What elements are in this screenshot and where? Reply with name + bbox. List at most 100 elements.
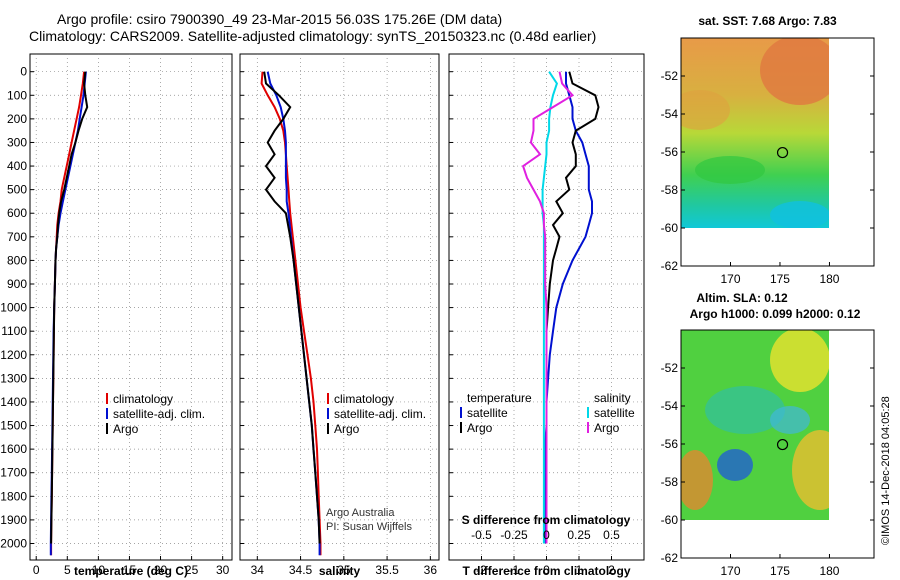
x-axis-label: temperature (deg C) [74,564,188,578]
x-tick-label: 1 [576,563,583,577]
y-tick-label: 800 [7,253,27,267]
page-subtitle: Climatology: CARS2009. Satellite-adjuste… [29,28,597,44]
map-title: sat. SST: 7.68 Argo: 7.83 [698,14,837,28]
argo-float-marker [776,438,789,451]
map-y-tick-label: -52 [661,361,679,375]
map-y-tick-label: -54 [661,107,679,121]
map-y-tick-label: -56 [661,145,679,159]
y-tick-label: 400 [7,159,27,173]
map-x-tick-label: 170 [720,272,740,286]
legend-label: Argo [113,422,139,436]
y-tick-label: 900 [7,277,27,291]
y-tick-label: 1200 [0,348,27,362]
legend-title-temperature: temperature [467,391,532,405]
y-tick-label: 700 [7,230,27,244]
y-tick-label: 1900 [0,513,27,527]
x2-tick-label: 0.25 [567,528,591,542]
map-x-tick-label: 180 [819,564,839,578]
map-y-tick-label: -62 [661,551,679,565]
y-tick-label: 1600 [0,442,27,456]
x-tick-label: 20 [154,563,168,577]
sla-high-patch [770,330,829,392]
y-tick-label: 1700 [0,466,27,480]
map-y-tick-label: -56 [661,437,679,451]
series-line-argo [263,71,321,544]
x-tick-label: 34 [251,563,265,577]
y-tick-label: 2000 [0,536,27,550]
profile-panel-difference-from-climatology: -2 -1 0 1 2T difference from climatology [448,53,645,578]
x2-tick-label: -0.5 [471,528,492,542]
x2-tick-label: 0 [543,528,550,542]
legend-label: climatology [113,392,173,406]
series-line-s-argo [521,71,575,544]
y-tick-label: 1000 [0,301,27,315]
x-tick-label: 35 [337,563,351,577]
map-y-tick-label: -60 [661,221,679,235]
x-tick-label: 10 [92,563,106,577]
x-tick-label: 30 [216,563,230,577]
map-x-tick-label: 175 [770,272,790,286]
legend-label: satellite-adj. clim. [334,407,426,421]
legend-label: climatology [334,392,394,406]
y-tick-label: 1100 [1,324,27,338]
x-tick-label: 34.5 [289,563,313,577]
x-tick-label: 0 [543,563,550,577]
y-tick-label: 200 [7,112,27,126]
sst-cold-patch [770,201,829,228]
legend-label: Argo [594,421,620,435]
panel-frame [239,53,440,561]
x-tick-label: 35.5 [375,563,399,577]
y-tick-label: 1800 [0,489,27,503]
argo-float-marker [776,146,789,159]
x-tick-label: 0 [33,563,40,577]
series-line-climatology [260,71,322,556]
y-tick-label: 600 [7,206,27,220]
x2-tick-label: 0.5 [603,528,620,542]
x-tick-label: 36 [424,563,438,577]
map-x-tick-label: 170 [720,564,740,578]
sla-low-patch [717,449,753,481]
profile-panel-salinity: 34 34.5 35 35.5 36 salinity [239,53,440,578]
x-tick-label: 25 [185,563,199,577]
legend-label: satellite [594,406,635,420]
series-line-s-satellite [541,71,559,544]
legend-label: Argo [334,422,360,436]
x-tick-label: 15 [123,563,137,577]
sla-low-patch [705,386,785,434]
map-x-tick-label: 180 [819,272,839,286]
map-y-tick-label: -54 [661,399,679,413]
legend-label: Argo [467,421,493,435]
series-line-argo [50,71,89,544]
sla-high-patch [792,430,829,510]
map-y-tick-label: -60 [661,513,679,527]
sst-warm-patch [681,90,730,130]
profile-panel-temperature: 0100200300400500600700800900100011001200… [0,53,233,578]
x-tick-label: -1 [509,563,520,577]
map-subtitle: Argo h1000: 0.099 h2000: 0.12 [690,307,861,321]
map-y-tick-label: -62 [661,259,679,273]
map-title: Altim. SLA: 0.12 [696,291,788,305]
map-y-tick-label: -52 [661,69,679,83]
sla-high-patch [681,450,713,510]
map-y-tick-label: -58 [661,475,679,489]
sla-low-patch [770,406,810,434]
y-tick-label: 1400 [0,395,27,409]
x2-tick-label: -0.25 [500,528,528,542]
y-tick-label: 300 [7,135,27,149]
x-tick-label: 2 [608,563,615,577]
sst-warm-patch [760,38,829,105]
x-tick-label: 5 [64,563,71,577]
pi-annotation: PI: Susan Wijffels [326,521,412,533]
sst-green-patch [695,156,765,184]
legend-label: satellite [467,406,508,420]
legend-title-salinity: salinity [594,391,631,405]
y-tick-label: 1500 [0,419,27,433]
copyright-footer: ©IMOS 14-Dec-2018 04:05:28 [880,396,892,545]
panel-frame [29,53,233,561]
x-axis-label: T difference from climatology [462,564,630,578]
x-axis-label: salinity [319,564,361,578]
y-tick-label: 0 [20,65,27,79]
legend-label: satellite-adj. clim. [113,407,205,421]
